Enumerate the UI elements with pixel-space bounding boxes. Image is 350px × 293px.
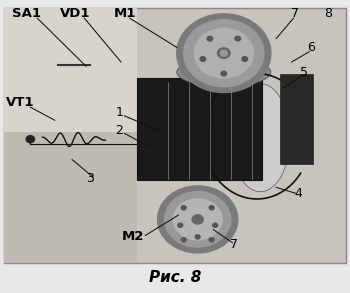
Text: 1: 1 xyxy=(115,106,123,120)
Bar xyxy=(4,8,346,263)
Circle shape xyxy=(207,36,213,41)
Text: 6: 6 xyxy=(307,41,315,54)
Circle shape xyxy=(192,215,203,224)
Circle shape xyxy=(164,192,231,247)
Text: 3: 3 xyxy=(86,172,93,185)
Circle shape xyxy=(220,50,227,56)
Circle shape xyxy=(184,20,264,87)
Circle shape xyxy=(242,57,247,61)
Circle shape xyxy=(181,238,186,242)
Text: VT1: VT1 xyxy=(6,96,34,109)
Circle shape xyxy=(221,71,226,76)
Circle shape xyxy=(209,238,214,242)
Circle shape xyxy=(218,48,230,58)
Text: Рис. 8: Рис. 8 xyxy=(149,270,201,285)
Circle shape xyxy=(200,57,206,61)
Circle shape xyxy=(181,206,186,210)
FancyBboxPatch shape xyxy=(4,6,136,132)
Ellipse shape xyxy=(231,84,290,192)
Text: 5: 5 xyxy=(300,66,308,79)
Text: VD1: VD1 xyxy=(61,7,91,20)
Text: 7: 7 xyxy=(291,7,299,20)
Circle shape xyxy=(213,223,218,227)
Bar xyxy=(136,78,262,180)
Circle shape xyxy=(158,186,238,253)
Text: M1: M1 xyxy=(113,7,136,20)
Text: 4: 4 xyxy=(295,187,303,200)
Circle shape xyxy=(235,36,240,41)
Circle shape xyxy=(173,199,222,240)
Circle shape xyxy=(177,14,271,93)
Circle shape xyxy=(195,235,200,239)
Ellipse shape xyxy=(177,57,271,87)
Text: SA1: SA1 xyxy=(12,7,41,20)
Text: 2: 2 xyxy=(115,124,123,137)
Text: 7: 7 xyxy=(230,238,238,251)
Bar xyxy=(4,132,136,263)
Circle shape xyxy=(209,206,214,210)
Circle shape xyxy=(194,28,253,78)
Text: 8: 8 xyxy=(324,7,332,20)
Text: M2: M2 xyxy=(122,230,144,243)
Circle shape xyxy=(178,223,183,227)
Circle shape xyxy=(26,136,35,143)
Bar xyxy=(280,74,313,164)
